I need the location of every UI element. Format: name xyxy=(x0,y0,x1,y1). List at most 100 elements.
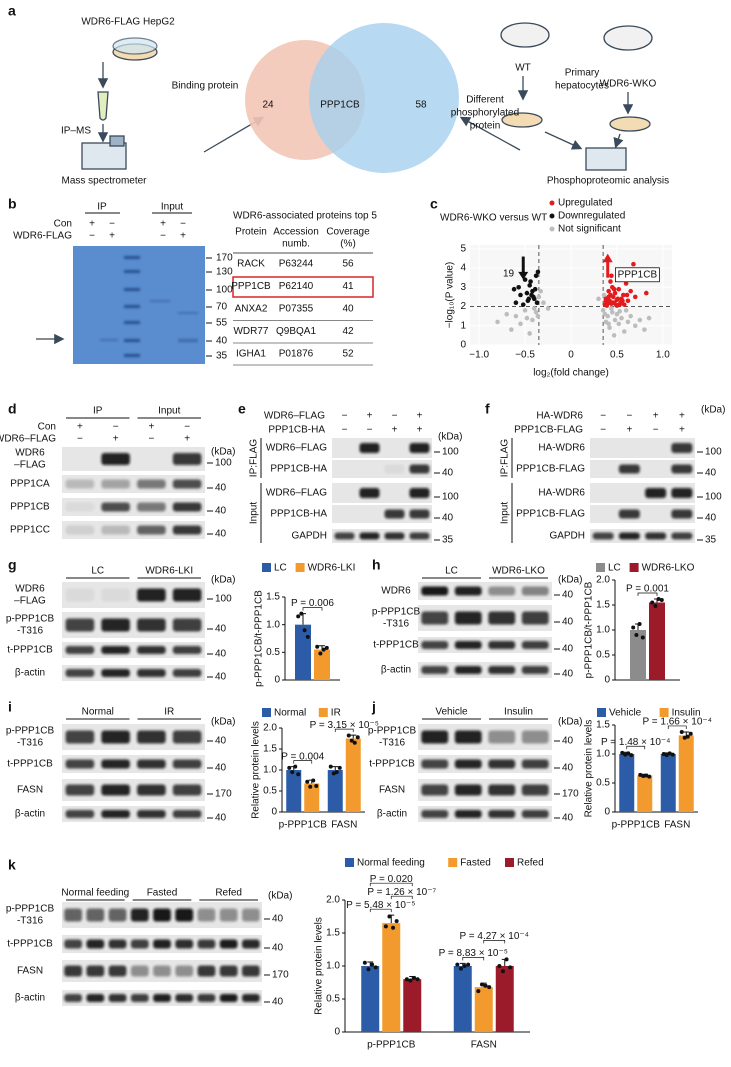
point xyxy=(623,281,629,286)
point xyxy=(610,300,616,305)
p-value: P = 1.66 × 10⁻⁴ xyxy=(643,717,712,728)
legend-swatch xyxy=(295,563,305,572)
point xyxy=(631,261,636,267)
label: Q9BQA1 xyxy=(276,326,316,337)
point xyxy=(621,292,626,298)
band xyxy=(153,965,171,977)
band xyxy=(172,453,202,465)
data-point xyxy=(623,752,628,757)
sign: − xyxy=(77,434,83,445)
legend-label: Vehicle xyxy=(609,708,642,719)
bar xyxy=(382,923,401,1032)
band xyxy=(671,464,693,474)
unit-label: (kDa) xyxy=(268,891,292,902)
label: 42 xyxy=(342,326,354,337)
legend-marker xyxy=(549,213,555,219)
sign: + xyxy=(679,411,685,422)
legend-label: Normal xyxy=(274,708,306,719)
point xyxy=(513,300,519,305)
data-point xyxy=(508,965,513,970)
band xyxy=(172,479,202,489)
label: + xyxy=(89,219,95,230)
blot-strip xyxy=(332,529,432,543)
data-point xyxy=(483,983,488,988)
sign: − xyxy=(367,425,373,436)
band xyxy=(137,730,166,744)
mw-label: 35 xyxy=(442,535,454,546)
data-point xyxy=(321,647,326,652)
band xyxy=(618,464,640,474)
point xyxy=(532,286,538,292)
band xyxy=(219,965,238,977)
data-point xyxy=(653,604,658,608)
band xyxy=(175,908,194,922)
y-tick-label: 0.5 xyxy=(596,778,610,789)
band xyxy=(86,939,105,949)
band-label: GAPDH xyxy=(549,531,585,542)
legend-marker xyxy=(549,200,555,206)
mw-label: 170 xyxy=(215,789,232,800)
band xyxy=(454,784,482,796)
band xyxy=(153,994,171,1002)
data-point xyxy=(408,978,413,983)
x-tick-label: 1.0 xyxy=(656,350,670,361)
point xyxy=(596,296,601,302)
band-label: FASN xyxy=(379,785,405,796)
band-label: –FLAG xyxy=(14,596,46,607)
group-label: Normal feeding xyxy=(61,888,129,899)
mw-label: 40 xyxy=(562,736,574,747)
mw-label: 40 xyxy=(215,672,227,683)
band xyxy=(108,994,127,1002)
sign: − xyxy=(600,411,606,422)
label: protein xyxy=(470,121,501,132)
mw-label: 40 xyxy=(562,617,574,628)
band xyxy=(384,464,405,474)
legend-label: WDR6-LKO xyxy=(642,563,695,574)
band-label: -T316 xyxy=(383,619,410,630)
data-point xyxy=(644,773,649,778)
group-label: Input xyxy=(500,502,511,524)
label: P07355 xyxy=(279,304,314,315)
band xyxy=(172,588,202,602)
band-label: PPP1CB-FLAG xyxy=(516,509,585,520)
band-label: WDR6 xyxy=(15,584,45,595)
band xyxy=(242,965,260,977)
mw-label: 40 xyxy=(215,763,227,774)
blot-strip xyxy=(62,521,205,539)
bar xyxy=(286,770,302,812)
legend-swatch xyxy=(505,858,514,867)
point xyxy=(611,333,617,338)
legend-swatch xyxy=(596,563,605,572)
data-point xyxy=(661,752,666,756)
band xyxy=(488,784,516,796)
sign: + xyxy=(184,434,190,445)
mw-label: 40 xyxy=(442,468,454,479)
band xyxy=(384,532,405,540)
data-point xyxy=(667,751,672,756)
band xyxy=(421,730,449,744)
data-point xyxy=(346,733,351,738)
point xyxy=(535,313,541,319)
band-label: -T316 xyxy=(379,738,406,749)
legend-label: IR xyxy=(331,708,341,719)
band xyxy=(137,588,166,602)
data-point xyxy=(458,966,463,971)
blot-strip xyxy=(590,529,695,543)
data-point xyxy=(311,778,316,783)
p-value: P = 1.48 × 10⁻⁴ xyxy=(601,737,670,748)
point xyxy=(611,286,617,292)
sign: + xyxy=(367,411,373,422)
band xyxy=(421,666,449,674)
sign: + xyxy=(148,422,154,433)
data-point xyxy=(688,731,693,736)
mw-label: 100 xyxy=(442,447,459,458)
band xyxy=(101,810,130,818)
bar xyxy=(649,602,665,680)
y-tick-label: 2 xyxy=(460,301,466,312)
panel-label: d xyxy=(8,401,17,417)
band xyxy=(101,759,130,769)
band xyxy=(137,502,166,512)
band-label: FASN xyxy=(17,966,43,977)
label: PPP1CB xyxy=(231,281,271,292)
